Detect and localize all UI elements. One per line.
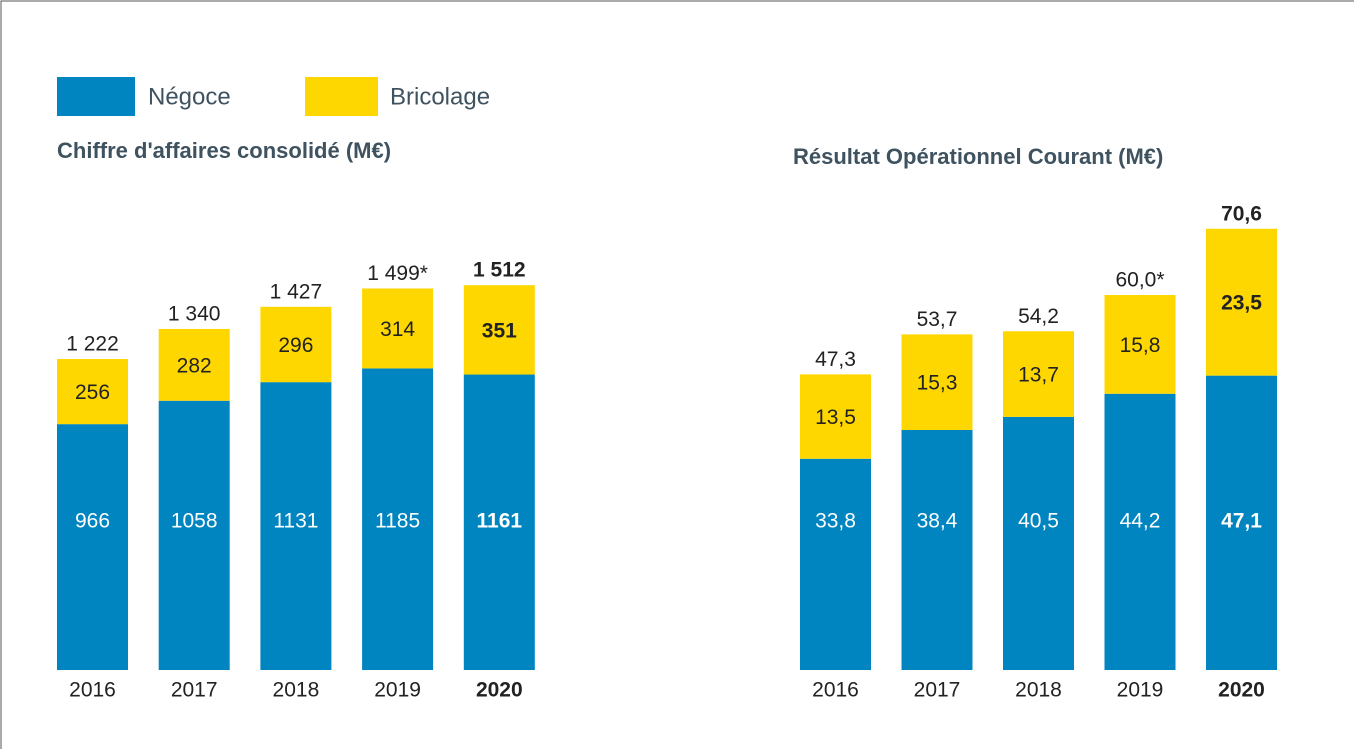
total-label: 70,6 bbox=[1221, 202, 1262, 225]
bar-segment bbox=[1206, 375, 1277, 670]
segment-label: 13,7 bbox=[1018, 364, 1059, 387]
bar-segment bbox=[158, 328, 230, 401]
legend-swatch bbox=[305, 77, 378, 116]
segment-label: 44,2 bbox=[1120, 510, 1161, 533]
segment-label: 15,8 bbox=[1120, 334, 1161, 357]
bar-segment bbox=[158, 400, 230, 670]
x-tick-label: 2019 bbox=[1117, 679, 1164, 702]
bar-segment bbox=[1003, 331, 1074, 417]
segment-label: 966 bbox=[75, 510, 110, 533]
legend-swatch bbox=[57, 77, 135, 116]
segment-label: 282 bbox=[177, 354, 212, 377]
total-label: 54,2 bbox=[1018, 305, 1059, 328]
legend-label: Bricolage bbox=[390, 83, 490, 110]
bar-segment bbox=[1104, 295, 1176, 394]
chart-title: Résultat Opérationnel Courant (M€) bbox=[793, 144, 1163, 169]
x-tick-label: 2020 bbox=[476, 679, 523, 702]
x-tick-label: 2017 bbox=[914, 679, 961, 702]
bar-segment bbox=[362, 368, 434, 670]
total-label: 1 512 bbox=[473, 259, 526, 282]
x-tick-label: 2020 bbox=[1218, 679, 1265, 702]
x-tick-label: 2016 bbox=[69, 679, 116, 702]
x-tick-label: 2017 bbox=[171, 679, 218, 702]
bar-segment bbox=[260, 382, 332, 670]
bar-segment bbox=[260, 306, 332, 383]
segment-label: 23,5 bbox=[1221, 292, 1262, 315]
legend-label: Négoce bbox=[148, 83, 231, 110]
total-label: 60,0* bbox=[1115, 269, 1164, 292]
segment-label: 1161 bbox=[477, 510, 523, 533]
bar-segment bbox=[1104, 393, 1176, 670]
x-tick-label: 2016 bbox=[812, 679, 859, 702]
total-label: 1 499* bbox=[367, 262, 428, 285]
segment-label: 33,8 bbox=[815, 510, 856, 533]
x-tick-label: 2018 bbox=[273, 679, 320, 702]
bar-segment bbox=[800, 374, 871, 459]
bar-segment bbox=[901, 334, 973, 430]
x-tick-label: 2019 bbox=[374, 679, 421, 702]
segment-label: 1185 bbox=[375, 510, 420, 533]
segment-label: 314 bbox=[380, 318, 415, 341]
bar-segment bbox=[463, 374, 535, 670]
bar-segment bbox=[800, 458, 871, 670]
segment-label: 40,5 bbox=[1018, 510, 1059, 533]
x-tick-label: 2018 bbox=[1015, 679, 1062, 702]
total-label: 1 427 bbox=[270, 280, 323, 303]
segment-label: 296 bbox=[278, 334, 313, 357]
segment-label: 1058 bbox=[171, 510, 218, 533]
bar-segment bbox=[901, 430, 973, 670]
bar-segment bbox=[463, 285, 535, 375]
total-label: 53,7 bbox=[917, 308, 958, 331]
chart-title: Chiffre d'affaires consolidé (M€) bbox=[57, 138, 391, 163]
segment-label: 1131 bbox=[273, 510, 318, 533]
segment-label: 47,1 bbox=[1221, 510, 1262, 533]
bar-segment bbox=[57, 359, 128, 425]
bar-segment bbox=[362, 288, 434, 369]
segment-label: 256 bbox=[75, 381, 110, 404]
segment-label: 351 bbox=[482, 319, 517, 342]
segment-label: 38,4 bbox=[917, 510, 958, 533]
bar-segment bbox=[57, 424, 128, 670]
bar-segment bbox=[1206, 228, 1277, 376]
total-label: 1 222 bbox=[66, 333, 119, 356]
bar-segment bbox=[1003, 416, 1074, 670]
segment-label: 13,5 bbox=[815, 406, 856, 429]
total-label: 1 340 bbox=[168, 303, 221, 326]
segment-label: 15,3 bbox=[917, 372, 958, 395]
total-label: 47,3 bbox=[815, 348, 856, 371]
